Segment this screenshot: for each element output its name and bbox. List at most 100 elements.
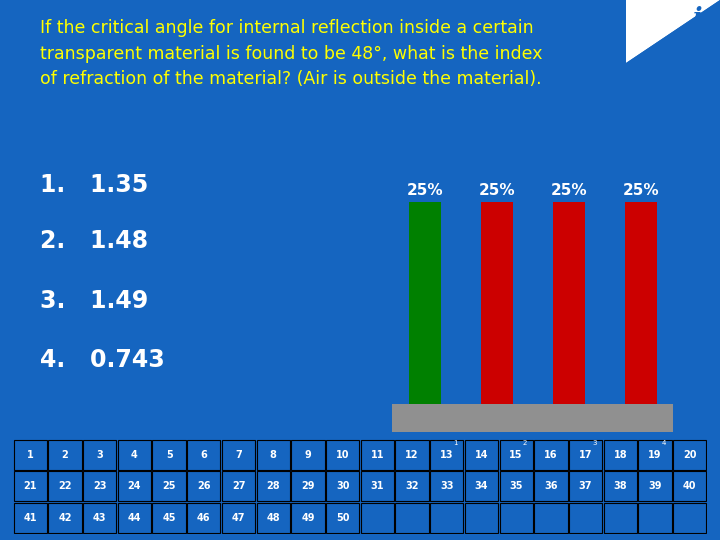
Bar bbox=[222, 471, 255, 501]
Bar bbox=[569, 440, 602, 470]
Text: 25%: 25% bbox=[623, 183, 659, 198]
Bar bbox=[465, 440, 498, 470]
Bar bbox=[83, 503, 117, 533]
Bar bbox=[48, 440, 81, 470]
Bar bbox=[639, 440, 672, 470]
Text: 2: 2 bbox=[523, 440, 527, 446]
Text: 30: 30 bbox=[336, 481, 349, 491]
Text: 22: 22 bbox=[58, 481, 72, 491]
Bar bbox=[395, 503, 428, 533]
Text: 18: 18 bbox=[613, 450, 627, 460]
Bar bbox=[639, 503, 672, 533]
Text: 8: 8 bbox=[270, 450, 276, 460]
Bar bbox=[500, 471, 533, 501]
Text: 25: 25 bbox=[163, 481, 176, 491]
Text: 23: 23 bbox=[93, 481, 107, 491]
Bar bbox=[326, 440, 359, 470]
Bar bbox=[553, 202, 585, 404]
Text: 45: 45 bbox=[163, 513, 176, 523]
Bar bbox=[326, 471, 359, 501]
Text: 1: 1 bbox=[27, 450, 34, 460]
Bar bbox=[430, 440, 464, 470]
Bar bbox=[673, 503, 706, 533]
Bar bbox=[625, 202, 657, 404]
Bar bbox=[569, 503, 602, 533]
Text: 1.   1.35: 1. 1.35 bbox=[40, 173, 148, 197]
Text: 3: 3 bbox=[592, 440, 596, 446]
Text: 9: 9 bbox=[305, 450, 311, 460]
Bar bbox=[153, 440, 186, 470]
Bar bbox=[187, 503, 220, 533]
Text: 35: 35 bbox=[510, 481, 523, 491]
Bar bbox=[187, 440, 220, 470]
Text: 33: 33 bbox=[440, 481, 454, 491]
Bar bbox=[430, 503, 464, 533]
Bar bbox=[48, 503, 81, 533]
Bar bbox=[534, 471, 567, 501]
Bar bbox=[153, 471, 186, 501]
Text: 24: 24 bbox=[127, 481, 141, 491]
Bar bbox=[361, 503, 394, 533]
Bar bbox=[326, 503, 359, 533]
Bar bbox=[48, 471, 81, 501]
Text: 3: 3 bbox=[96, 450, 103, 460]
Bar bbox=[222, 440, 255, 470]
Text: 19: 19 bbox=[648, 450, 662, 460]
Text: 5: 5 bbox=[166, 450, 173, 460]
Text: 20: 20 bbox=[683, 450, 696, 460]
Bar bbox=[361, 440, 394, 470]
Text: 25%: 25% bbox=[551, 183, 587, 198]
Bar bbox=[14, 503, 47, 533]
Bar bbox=[118, 503, 151, 533]
Bar bbox=[392, 404, 673, 432]
Bar bbox=[534, 440, 567, 470]
Text: 32: 32 bbox=[405, 481, 419, 491]
Bar bbox=[603, 471, 637, 501]
Text: 46: 46 bbox=[197, 513, 210, 523]
Text: 29: 29 bbox=[301, 481, 315, 491]
Text: 40: 40 bbox=[683, 481, 696, 491]
Text: 44: 44 bbox=[127, 513, 141, 523]
Text: 37: 37 bbox=[579, 481, 593, 491]
Text: 15: 15 bbox=[510, 450, 523, 460]
Text: 2.   1.48: 2. 1.48 bbox=[40, 230, 148, 253]
Text: 6: 6 bbox=[200, 450, 207, 460]
Text: 11: 11 bbox=[371, 450, 384, 460]
Text: 7: 7 bbox=[235, 450, 242, 460]
Text: 27: 27 bbox=[232, 481, 246, 491]
Text: 34: 34 bbox=[474, 481, 488, 491]
Bar bbox=[465, 471, 498, 501]
Text: 3.   1.49: 3. 1.49 bbox=[40, 289, 148, 313]
Text: 25%: 25% bbox=[407, 183, 443, 198]
Bar bbox=[118, 440, 151, 470]
Polygon shape bbox=[626, 0, 720, 63]
Bar bbox=[292, 471, 325, 501]
Bar bbox=[222, 503, 255, 533]
Bar bbox=[83, 471, 117, 501]
Text: 4: 4 bbox=[131, 450, 138, 460]
Bar bbox=[534, 503, 567, 533]
Bar bbox=[500, 440, 533, 470]
Text: 36: 36 bbox=[544, 481, 557, 491]
Bar bbox=[153, 503, 186, 533]
Bar bbox=[14, 440, 47, 470]
Text: 13: 13 bbox=[440, 450, 454, 460]
Text: 16: 16 bbox=[544, 450, 557, 460]
Bar bbox=[430, 471, 464, 501]
Bar bbox=[673, 440, 706, 470]
Bar bbox=[256, 440, 290, 470]
Text: 28: 28 bbox=[266, 481, 280, 491]
Text: 41: 41 bbox=[24, 513, 37, 523]
Text: 4: 4 bbox=[662, 440, 666, 446]
Text: If the critical angle for internal reflection inside a certain
transparent mater: If the critical angle for internal refle… bbox=[40, 19, 542, 89]
Bar bbox=[481, 202, 513, 404]
Text: 50: 50 bbox=[336, 513, 349, 523]
Bar bbox=[292, 440, 325, 470]
Bar bbox=[673, 471, 706, 501]
Bar bbox=[256, 471, 290, 501]
Bar bbox=[569, 471, 602, 501]
Text: 21: 21 bbox=[24, 481, 37, 491]
Bar bbox=[14, 471, 47, 501]
Text: 31: 31 bbox=[371, 481, 384, 491]
Bar bbox=[292, 503, 325, 533]
